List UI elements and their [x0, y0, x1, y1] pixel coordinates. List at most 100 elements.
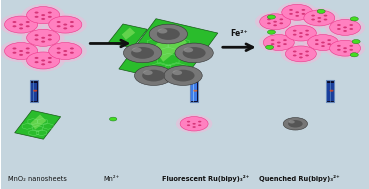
- Circle shape: [301, 13, 305, 15]
- Circle shape: [317, 9, 325, 13]
- Circle shape: [41, 60, 45, 61]
- Polygon shape: [119, 19, 218, 83]
- Circle shape: [279, 18, 283, 20]
- Circle shape: [0, 14, 43, 36]
- Circle shape: [343, 47, 347, 49]
- Circle shape: [260, 14, 290, 30]
- Circle shape: [325, 17, 365, 38]
- Circle shape: [321, 45, 325, 47]
- Bar: [30, 80, 38, 102]
- Circle shape: [198, 121, 201, 122]
- Text: Quenched Ru(bipy)₃²⁺: Quenched Ru(bipy)₃²⁺: [259, 175, 339, 182]
- Circle shape: [70, 25, 74, 27]
- Circle shape: [35, 34, 38, 36]
- Circle shape: [184, 47, 193, 52]
- Circle shape: [193, 123, 196, 125]
- Circle shape: [337, 49, 341, 51]
- Circle shape: [301, 9, 305, 11]
- Circle shape: [293, 50, 297, 52]
- Circle shape: [299, 32, 303, 34]
- Circle shape: [317, 21, 321, 22]
- Circle shape: [110, 117, 117, 121]
- Circle shape: [41, 37, 45, 39]
- Circle shape: [299, 8, 339, 28]
- Circle shape: [337, 28, 341, 30]
- Circle shape: [271, 39, 275, 41]
- Circle shape: [142, 70, 165, 81]
- Circle shape: [149, 24, 187, 44]
- Circle shape: [193, 90, 197, 92]
- Circle shape: [349, 45, 353, 47]
- Circle shape: [180, 117, 208, 131]
- Circle shape: [282, 4, 313, 20]
- Circle shape: [132, 47, 142, 52]
- Circle shape: [48, 39, 52, 40]
- Circle shape: [41, 41, 45, 43]
- Circle shape: [26, 47, 30, 50]
- Circle shape: [317, 17, 321, 19]
- Circle shape: [281, 43, 321, 64]
- Circle shape: [327, 39, 331, 41]
- Circle shape: [305, 34, 309, 36]
- Circle shape: [268, 30, 276, 34]
- Circle shape: [4, 16, 38, 33]
- Circle shape: [26, 25, 30, 27]
- Circle shape: [13, 52, 17, 54]
- Circle shape: [57, 25, 61, 27]
- Circle shape: [352, 40, 360, 44]
- Circle shape: [44, 14, 87, 36]
- Circle shape: [330, 19, 361, 35]
- Bar: [327, 83, 334, 101]
- Circle shape: [305, 30, 309, 32]
- Circle shape: [49, 16, 82, 33]
- Circle shape: [41, 18, 45, 20]
- Circle shape: [19, 27, 23, 29]
- Circle shape: [273, 21, 277, 23]
- Circle shape: [22, 49, 65, 71]
- Circle shape: [267, 18, 271, 20]
- Circle shape: [198, 124, 201, 126]
- Polygon shape: [15, 110, 61, 139]
- Circle shape: [57, 52, 61, 54]
- Circle shape: [26, 52, 30, 54]
- Text: Fluorescent Ru(bipy)₃²⁺: Fluorescent Ru(bipy)₃²⁺: [162, 175, 249, 182]
- Polygon shape: [153, 28, 187, 62]
- Circle shape: [299, 53, 303, 55]
- Bar: [190, 80, 198, 102]
- Circle shape: [349, 28, 353, 30]
- Circle shape: [286, 25, 316, 41]
- Circle shape: [57, 21, 61, 23]
- Circle shape: [27, 7, 60, 24]
- Circle shape: [41, 14, 45, 16]
- Circle shape: [281, 23, 321, 43]
- Circle shape: [176, 115, 212, 133]
- Circle shape: [158, 29, 168, 33]
- Circle shape: [299, 57, 303, 58]
- Circle shape: [330, 90, 334, 92]
- Circle shape: [22, 27, 65, 49]
- Circle shape: [299, 36, 303, 38]
- Circle shape: [295, 11, 299, 13]
- Circle shape: [267, 22, 271, 24]
- Circle shape: [183, 47, 206, 59]
- Circle shape: [330, 40, 361, 56]
- Circle shape: [350, 17, 358, 21]
- Circle shape: [288, 120, 303, 128]
- Circle shape: [311, 15, 315, 16]
- Circle shape: [273, 24, 277, 26]
- Circle shape: [303, 32, 343, 53]
- Polygon shape: [31, 115, 46, 130]
- Circle shape: [172, 70, 194, 81]
- Circle shape: [255, 11, 295, 32]
- Circle shape: [327, 43, 331, 45]
- Circle shape: [13, 21, 17, 23]
- Circle shape: [173, 70, 182, 75]
- Circle shape: [22, 4, 65, 26]
- Circle shape: [26, 21, 30, 23]
- Circle shape: [35, 16, 38, 18]
- Circle shape: [324, 19, 327, 20]
- Circle shape: [325, 38, 365, 59]
- Circle shape: [337, 45, 341, 47]
- Circle shape: [35, 61, 38, 63]
- Circle shape: [13, 47, 17, 50]
